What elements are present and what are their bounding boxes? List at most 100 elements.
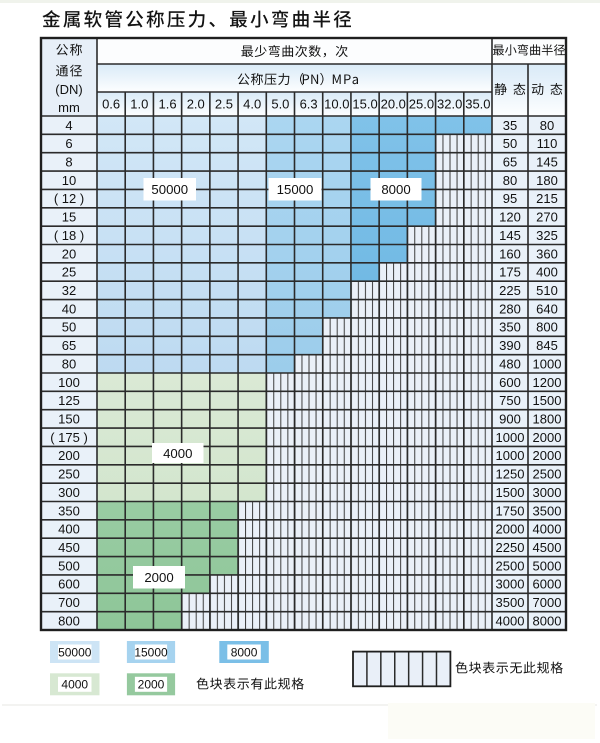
svg-text:2000: 2000 bbox=[138, 678, 165, 692]
svg-text:6.3: 6.3 bbox=[300, 97, 318, 112]
svg-text:2500: 2500 bbox=[496, 558, 525, 573]
svg-text:20.0: 20.0 bbox=[381, 97, 406, 112]
svg-text:32: 32 bbox=[62, 283, 76, 298]
svg-text:8000: 8000 bbox=[533, 613, 562, 628]
svg-text:35.0: 35.0 bbox=[465, 97, 490, 112]
svg-text:15000: 15000 bbox=[134, 645, 168, 659]
svg-text:(DN): (DN) bbox=[55, 82, 82, 97]
svg-text:1000: 1000 bbox=[533, 356, 562, 371]
svg-text:2000: 2000 bbox=[496, 522, 525, 537]
svg-text:1000: 1000 bbox=[496, 430, 525, 445]
svg-text:mm: mm bbox=[58, 100, 80, 115]
svg-text:15: 15 bbox=[62, 210, 76, 225]
svg-text:1750: 1750 bbox=[496, 503, 525, 518]
svg-text:325: 325 bbox=[536, 228, 558, 243]
svg-text:65: 65 bbox=[62, 338, 76, 353]
svg-text:350: 350 bbox=[58, 503, 80, 518]
svg-text:280: 280 bbox=[499, 301, 521, 316]
svg-text:5000: 5000 bbox=[533, 558, 562, 573]
svg-text:1250: 1250 bbox=[496, 467, 525, 482]
svg-text:845: 845 bbox=[536, 338, 558, 353]
svg-text:400: 400 bbox=[536, 265, 558, 280]
svg-text:( 12 ): ( 12 ) bbox=[54, 191, 84, 206]
svg-text:4000: 4000 bbox=[61, 678, 88, 692]
svg-text:750: 750 bbox=[499, 393, 521, 408]
svg-text:3500: 3500 bbox=[496, 595, 525, 610]
svg-text:15.0: 15.0 bbox=[352, 97, 377, 112]
svg-text:160: 160 bbox=[499, 246, 521, 261]
svg-text:510: 510 bbox=[536, 283, 558, 298]
svg-text:80: 80 bbox=[503, 173, 517, 188]
svg-text:10: 10 bbox=[62, 173, 76, 188]
svg-text:480: 480 bbox=[499, 356, 521, 371]
svg-text:( 175 ): ( 175 ) bbox=[50, 430, 88, 445]
svg-text:40: 40 bbox=[62, 301, 76, 316]
svg-text:32.0: 32.0 bbox=[437, 97, 462, 112]
svg-text:390: 390 bbox=[499, 338, 521, 353]
svg-text:2.5: 2.5 bbox=[215, 97, 233, 112]
svg-text:95: 95 bbox=[503, 191, 517, 206]
svg-text:2250: 2250 bbox=[496, 540, 525, 555]
svg-text:1500: 1500 bbox=[496, 485, 525, 500]
svg-text:145: 145 bbox=[536, 154, 558, 169]
svg-text:500: 500 bbox=[58, 558, 80, 573]
svg-text:8000: 8000 bbox=[381, 182, 410, 197]
svg-text:6: 6 bbox=[65, 136, 72, 151]
svg-text:2000: 2000 bbox=[533, 448, 562, 463]
svg-text:25.0: 25.0 bbox=[409, 97, 434, 112]
svg-text:15000: 15000 bbox=[277, 182, 314, 197]
svg-text:7000: 7000 bbox=[533, 595, 562, 610]
svg-text:8: 8 bbox=[65, 154, 72, 169]
svg-text:215: 215 bbox=[536, 191, 558, 206]
svg-text:4.0: 4.0 bbox=[243, 97, 261, 112]
svg-text:0.6: 0.6 bbox=[102, 97, 120, 112]
svg-text:800: 800 bbox=[58, 613, 80, 628]
svg-text:700: 700 bbox=[58, 595, 80, 610]
svg-text:350: 350 bbox=[499, 320, 521, 335]
svg-text:250: 250 bbox=[58, 467, 80, 482]
svg-text:80: 80 bbox=[540, 118, 554, 133]
svg-text:400: 400 bbox=[58, 522, 80, 537]
svg-text:4000: 4000 bbox=[496, 613, 525, 628]
svg-text:600: 600 bbox=[499, 375, 521, 390]
svg-text:100: 100 bbox=[58, 375, 80, 390]
svg-text:4000: 4000 bbox=[533, 522, 562, 537]
svg-text:20: 20 bbox=[62, 246, 76, 261]
svg-text:50: 50 bbox=[503, 136, 517, 151]
svg-text:175: 175 bbox=[499, 265, 521, 280]
svg-text:145: 145 bbox=[499, 228, 521, 243]
svg-text:1.0: 1.0 bbox=[130, 97, 148, 112]
svg-text:3000: 3000 bbox=[496, 577, 525, 592]
svg-text:2.0: 2.0 bbox=[187, 97, 205, 112]
svg-text:35: 35 bbox=[503, 118, 517, 133]
svg-text:125: 125 bbox=[58, 393, 80, 408]
svg-text:225: 225 bbox=[499, 283, 521, 298]
svg-text:1800: 1800 bbox=[533, 411, 562, 426]
svg-text:360: 360 bbox=[536, 246, 558, 261]
svg-text:80: 80 bbox=[62, 356, 76, 371]
svg-text:180: 180 bbox=[536, 173, 558, 188]
svg-text:50000: 50000 bbox=[151, 182, 188, 197]
svg-text:3500: 3500 bbox=[533, 503, 562, 518]
svg-text:4000: 4000 bbox=[163, 446, 192, 461]
svg-text:1.6: 1.6 bbox=[159, 97, 177, 112]
svg-text:( 18 ): ( 18 ) bbox=[54, 228, 84, 243]
svg-text:1200: 1200 bbox=[533, 375, 562, 390]
svg-text:65: 65 bbox=[503, 154, 517, 169]
svg-text:120: 120 bbox=[499, 210, 521, 225]
svg-text:3000: 3000 bbox=[533, 485, 562, 500]
svg-text:50000: 50000 bbox=[58, 645, 92, 659]
svg-text:800: 800 bbox=[536, 320, 558, 335]
svg-text:2500: 2500 bbox=[533, 467, 562, 482]
svg-text:150: 150 bbox=[58, 411, 80, 426]
svg-text:600: 600 bbox=[58, 577, 80, 592]
svg-text:450: 450 bbox=[58, 540, 80, 555]
svg-text:5.0: 5.0 bbox=[271, 97, 289, 112]
svg-text:2000: 2000 bbox=[144, 570, 173, 585]
svg-text:270: 270 bbox=[536, 210, 558, 225]
svg-text:200: 200 bbox=[58, 448, 80, 463]
svg-text:25: 25 bbox=[62, 265, 76, 280]
svg-text:110: 110 bbox=[537, 136, 558, 151]
svg-text:2000: 2000 bbox=[533, 430, 562, 445]
svg-text:640: 640 bbox=[536, 301, 558, 316]
